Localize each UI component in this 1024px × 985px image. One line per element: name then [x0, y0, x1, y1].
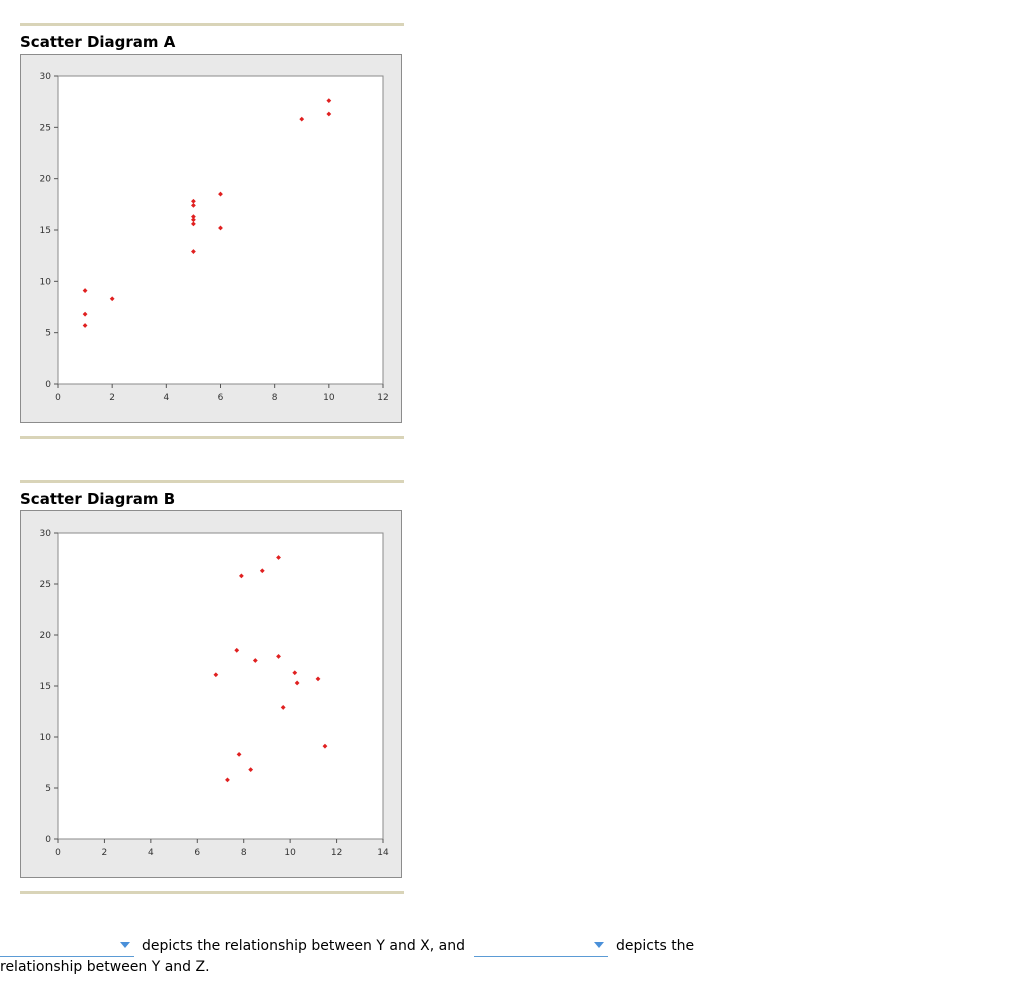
data-point	[109, 296, 115, 302]
data-point	[191, 217, 196, 223]
data-point	[252, 658, 258, 663]
chart-b-title: Scatter Diagram B	[20, 490, 176, 508]
data-point	[276, 555, 281, 560]
x-tick-label: 12	[377, 393, 388, 403]
y-tick-label: 15	[40, 226, 51, 236]
y-tick-label: 20	[40, 175, 52, 185]
dropdown-first[interactable]	[0, 939, 134, 957]
scatter-chart-b: 0 5 10 15 20 25 30 0 2 4 6 8 10 12 14	[40, 529, 389, 858]
x-tick-label: 14	[377, 848, 389, 858]
y-tick-label: 25	[40, 580, 51, 590]
data-point	[191, 202, 196, 208]
x-tick-label: 10	[323, 393, 335, 403]
data-point	[248, 767, 254, 773]
question-part2: depicts the	[615, 938, 695, 954]
chart-a-title: Scatter Diagram A	[20, 33, 176, 51]
y-tick-label: 20	[40, 631, 52, 641]
data-point	[315, 676, 321, 682]
x-tick-label: 2	[109, 393, 115, 403]
data-point	[234, 647, 240, 653]
bottom-rule-b	[20, 891, 404, 894]
x-tick-label: 4	[148, 848, 154, 858]
x-tick-label: 8	[272, 393, 278, 403]
x-tick-label: 0	[55, 848, 61, 858]
dropdown-second[interactable]	[473, 939, 608, 957]
y-tick-label: 30	[40, 529, 52, 539]
data-point	[191, 198, 196, 204]
data-point	[326, 98, 332, 104]
chart-a-frame: 0 5 10 15 20 25 30 0 2 4 6 8 10 12	[20, 54, 402, 423]
y-tick-label: 5	[45, 784, 51, 794]
chevron-down-icon[interactable]	[593, 942, 604, 948]
x-tick-label: 6	[218, 393, 224, 403]
y-tick-label: 5	[45, 329, 51, 339]
bottom-rule-a	[20, 436, 404, 439]
top-rule-a	[20, 23, 404, 26]
y-tick-label: 0	[45, 380, 51, 390]
top-rule-b	[20, 480, 404, 483]
data-point	[225, 777, 230, 783]
chevron-down-icon[interactable]	[120, 942, 130, 948]
data-point	[276, 654, 281, 659]
data-point	[294, 680, 300, 686]
x-tick-label: 0	[55, 393, 61, 403]
data-point	[218, 225, 223, 231]
data-point	[280, 705, 286, 710]
data-point	[82, 288, 88, 293]
data-point	[322, 743, 328, 749]
data-point	[299, 116, 305, 122]
y-tick-label: 30	[40, 72, 52, 82]
y-tick-label: 10	[40, 277, 52, 287]
question-text: depicts the relationship between Y and X…	[0, 936, 1000, 978]
y-tick-label: 15	[40, 682, 51, 692]
y-tick-label: 0	[45, 835, 51, 845]
x-tick-label: 12	[331, 848, 342, 858]
data-point	[191, 221, 196, 227]
data-point	[292, 670, 298, 676]
x-tick-label: 4	[163, 393, 169, 403]
data-point	[238, 573, 244, 579]
chart-b-frame: 0 5 10 15 20 25 30 0 2 4 6 8 10 12 14	[20, 510, 402, 878]
question-part3: relationship between Y and Z.	[0, 959, 210, 975]
x-tick-label: 8	[241, 848, 247, 858]
x-tick-label: 6	[194, 848, 200, 858]
data-point	[236, 751, 242, 757]
question-part1: depicts the relationship between Y and X…	[142, 938, 465, 954]
data-point	[218, 191, 223, 197]
data-point	[191, 214, 196, 220]
data-point	[82, 323, 88, 328]
data-point	[259, 568, 265, 574]
x-tick-label: 2	[102, 848, 108, 858]
data-point	[326, 111, 332, 117]
scatter-chart-a: 0 5 10 15 20 25 30 0 2 4 6 8 10 12	[40, 72, 389, 403]
plot-area	[57, 532, 384, 840]
data-point	[82, 311, 88, 317]
x-tick-label: 10	[284, 848, 296, 858]
y-tick-label: 25	[40, 123, 51, 133]
data-point	[191, 249, 196, 254]
data-point	[213, 672, 219, 678]
y-tick-label: 10	[40, 733, 52, 743]
